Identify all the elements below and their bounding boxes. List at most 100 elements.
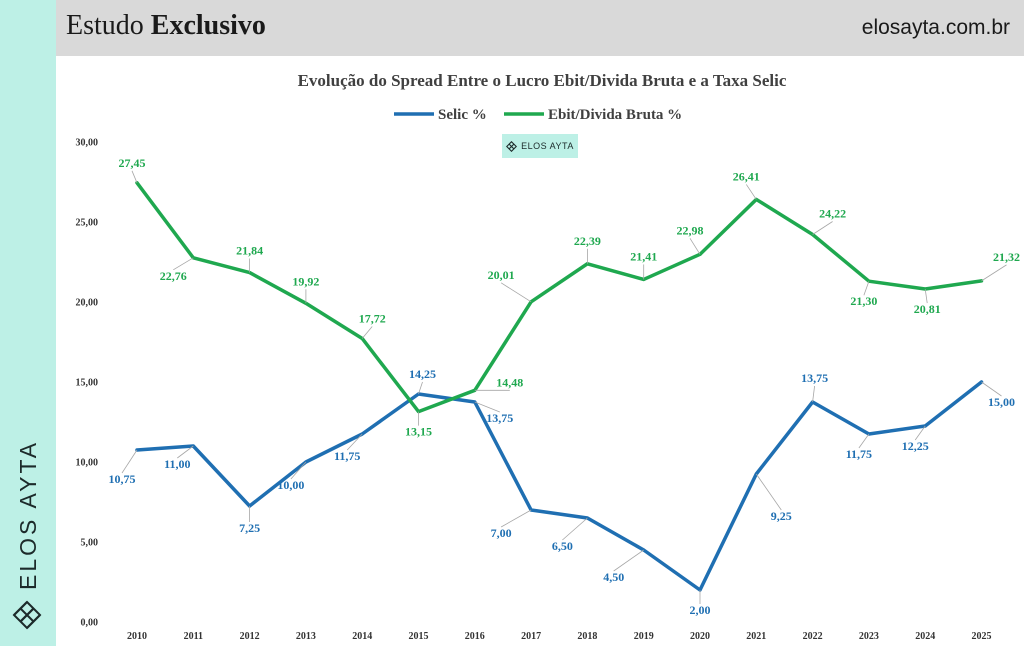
data-label-leader: [361, 326, 373, 339]
legend: Selic % Ebit/Divida Bruta %: [394, 107, 682, 123]
x-tick-label: 2011: [184, 631, 203, 642]
ebit-data-label: 20,81: [914, 302, 941, 316]
ebit-data-label: 17,72: [359, 311, 386, 325]
data-label-leader: [745, 184, 757, 200]
ebit-data-label: 26,41: [733, 169, 760, 183]
x-tick-label: 2013: [296, 631, 316, 642]
ebit-data-label: 24,22: [819, 206, 846, 220]
ebit-data-label: 22,39: [574, 234, 601, 248]
data-label-leader: [418, 381, 423, 395]
x-axis: 2010 2011 2012 2013 2014 2015 2016 2017 2018 2019…: [127, 631, 992, 642]
brand-vertical-text: ELOS AYTA: [15, 439, 41, 590]
ebit-point: [923, 287, 927, 291]
data-label-leader: [755, 473, 782, 511]
selic-data-label: 4,50: [603, 570, 624, 584]
watermark-logo-icon: [506, 140, 518, 152]
y-tick-label: 10,00: [76, 458, 99, 469]
x-tick-label: 2024: [915, 631, 935, 642]
data-labels-layer: 10,75 11,00 7,25 10,00 11,75 14,25 13,75 7,00 6,…: [109, 156, 1021, 617]
page-title-regular: Estudo: [66, 10, 144, 41]
ebit-data-label: 21,30: [850, 294, 877, 308]
ebit-data-label: 22,76: [160, 269, 187, 283]
ebit-data-label: 19,92: [292, 274, 319, 288]
x-tick-label: 2017: [521, 631, 541, 642]
page-title-bold: Exclusivo: [150, 10, 266, 41]
ebit-data-label: 22,98: [677, 223, 704, 237]
x-tick-label: 2012: [240, 631, 260, 642]
x-tick-label: 2016: [465, 631, 485, 642]
data-label-leader: [812, 385, 815, 403]
x-tick-label: 2019: [634, 631, 654, 642]
x-tick-label: 2023: [859, 631, 879, 642]
chart-watermark: ELOS AYTA: [502, 134, 578, 158]
legend-label-selic: Selic %: [438, 107, 487, 123]
data-label-leader: [290, 461, 307, 480]
selic-series-line: [135, 380, 984, 592]
page-header: Estudo Exclusivo elosayta.com.br: [56, 0, 1024, 56]
data-label-leader: [173, 257, 194, 271]
ebit-data-label: 21,41: [630, 249, 657, 263]
x-tick-label: 2025: [972, 631, 992, 642]
data-label-leader: [562, 517, 588, 541]
data-label-leader: [346, 433, 363, 451]
data-label-leader: [500, 509, 532, 528]
y-tick-label: 15,00: [76, 378, 99, 389]
data-label-leader: [689, 238, 701, 255]
ebit-data-label: 27,45: [119, 156, 146, 170]
data-label-leader: [863, 281, 870, 296]
selic-data-label: 6,50: [552, 539, 573, 553]
legend-label-ebit: Ebit/Divida Bruta %: [548, 107, 682, 123]
x-tick-label: 2022: [803, 631, 823, 642]
page-title: Estudo Exclusivo: [66, 10, 266, 42]
selic-data-label: 2,00: [690, 603, 711, 617]
data-label-leader: [914, 425, 926, 441]
y-tick-label: 20,00: [76, 298, 99, 309]
x-tick-label: 2014: [352, 631, 372, 642]
line-chart: Evolução do Spread Entre o Lucro Ebit/Di…: [76, 71, 1021, 642]
watermark-text: ELOS AYTA: [521, 141, 574, 151]
data-label-leader: [812, 221, 833, 235]
y-tick-label: 30,00: [76, 138, 99, 149]
data-label-leader: [474, 401, 500, 413]
x-tick-label: 2015: [409, 631, 429, 642]
selic-data-label: 13,75: [486, 411, 513, 425]
data-label-leader: [131, 170, 138, 183]
selic-data-label: 9,25: [771, 509, 792, 523]
data-label-leader: [981, 264, 1007, 282]
data-label-leader: [613, 549, 644, 572]
chart-title: Evolução do Spread Entre o Lucro Ebit/Di…: [298, 71, 787, 90]
selic-data-label: 11,75: [846, 447, 872, 461]
selic-data-label: 10,75: [109, 472, 136, 486]
ebit-data-label: 20,01: [488, 268, 515, 282]
x-tick-label: 2020: [690, 631, 710, 642]
y-axis: 0,00 5,00 10,00 15,00 20,00 25,00 30,00: [76, 138, 99, 629]
ebit-data-label: 14,48: [496, 375, 523, 389]
data-label-leader: [500, 282, 532, 303]
data-label-leader: [858, 433, 870, 449]
selic-data-label: 14,25: [409, 367, 436, 381]
elos-ayta-logo-icon: [12, 600, 42, 630]
x-tick-label: 2010: [127, 631, 147, 642]
selic-data-label: 7,25: [239, 521, 260, 535]
brand-sidebar: ELOS AYTA: [0, 0, 56, 646]
site-url: elosayta.com.br: [861, 16, 1010, 39]
selic-data-label: 10,00: [277, 478, 304, 492]
selic-data-label: 15,00: [988, 395, 1015, 409]
ebit-data-label: 21,32: [993, 250, 1020, 264]
ebit-point: [585, 262, 589, 266]
y-tick-label: 5,00: [81, 538, 99, 549]
y-tick-label: 0,00: [81, 618, 99, 629]
data-label-leader: [177, 445, 194, 459]
x-tick-label: 2021: [746, 631, 766, 642]
selic-data-label: 12,25: [902, 439, 929, 453]
ebit-series-line: [135, 181, 984, 414]
selic-data-label: 11,00: [164, 457, 190, 471]
selic-data-label: 13,75: [801, 371, 828, 385]
data-label-leader: [121, 449, 138, 474]
data-label-leader: [981, 381, 1002, 397]
ebit-data-label: 13,15: [405, 425, 432, 439]
ebit-data-label: 21,84: [236, 244, 263, 258]
y-tick-label: 25,00: [76, 218, 99, 229]
x-tick-label: 2018: [577, 631, 597, 642]
selic-data-label: 11,75: [334, 449, 360, 463]
